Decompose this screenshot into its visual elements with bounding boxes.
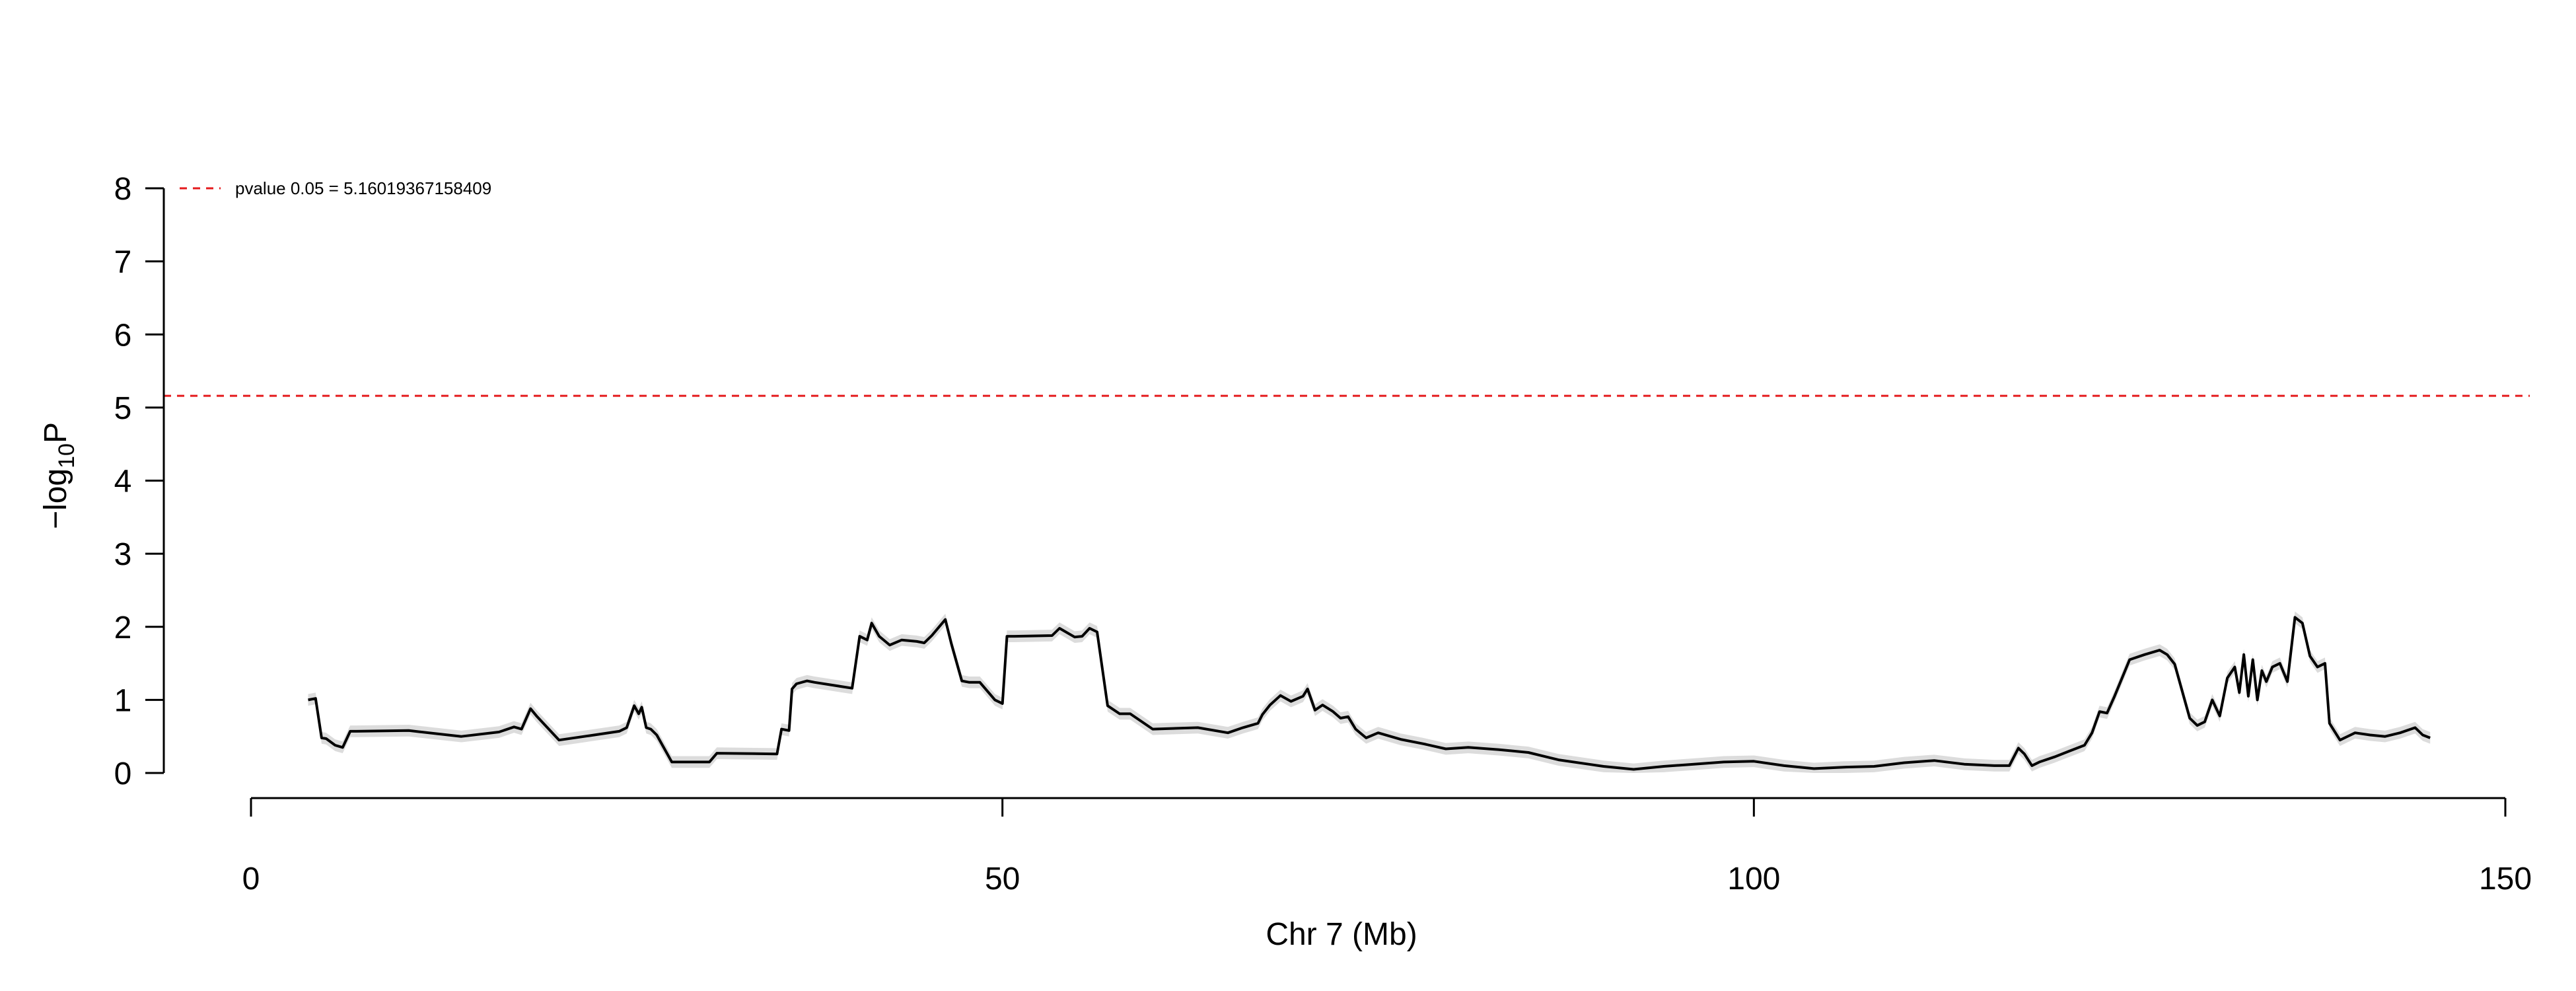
y-axis-title-base: −log — [38, 468, 73, 529]
y-tick-label: 2 — [114, 610, 132, 645]
y-axis-title-suffix: P — [38, 422, 73, 443]
y-tick-label: 7 — [114, 245, 132, 280]
legend: pvalue 0.05 = 5.16019367158409 — [180, 178, 491, 198]
data-series — [308, 616, 2431, 771]
y-axis-title-subscript: 10 — [54, 443, 79, 468]
y-tick-label: 1 — [114, 683, 132, 718]
y-axis-title: −log10P — [38, 422, 79, 529]
y-tick-label: 5 — [114, 391, 132, 426]
y-tick-label: 4 — [114, 464, 132, 499]
x-tick-label: 50 — [985, 862, 1020, 897]
x-axis-title: Chr 7 (Mb) — [1266, 917, 1417, 952]
x-tick-label: 100 — [1727, 862, 1780, 897]
y-tick-label: 8 — [114, 172, 132, 207]
band-area — [308, 611, 2431, 773]
y-tick-label: 0 — [114, 756, 132, 791]
y-tick-label: 3 — [114, 537, 132, 572]
x-axis: 0 50 100 150 — [242, 797, 2532, 897]
legend-label: pvalue 0.05 = 5.16019367158409 — [235, 178, 491, 198]
x-tick-label: 150 — [2479, 862, 2532, 897]
y-tick-label: 6 — [114, 318, 132, 353]
x-tick-label: 0 — [242, 862, 260, 897]
confidence-band — [308, 611, 2431, 773]
y-axis: 0 1 2 3 4 5 6 7 8 — [114, 172, 165, 791]
series-line — [308, 616, 2431, 771]
